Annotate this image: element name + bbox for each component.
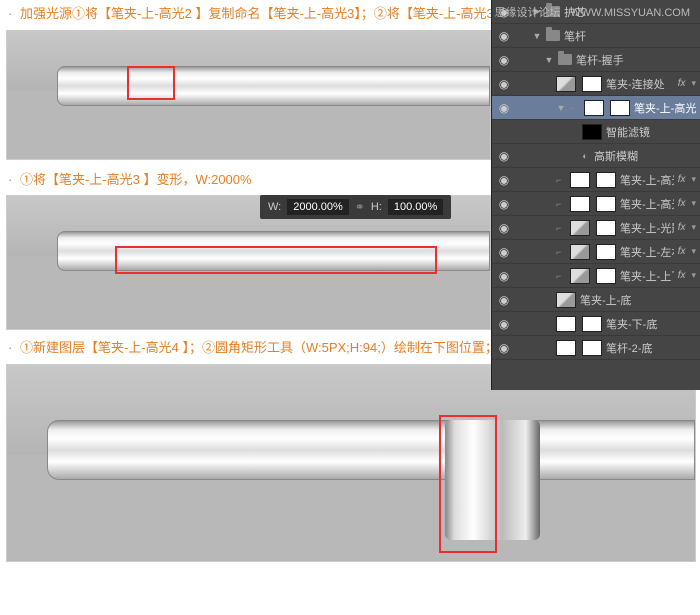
fx-icon[interactable]: fx (678, 174, 686, 185)
mask-thumb[interactable] (596, 196, 616, 212)
layer-thumb[interactable] (556, 316, 576, 332)
layer-row[interactable]: ◉ ▼ 笔杆-握手 (492, 48, 700, 72)
fx-icon[interactable]: fx (678, 198, 686, 209)
link-icon[interactable]: ⚭ (355, 200, 365, 214)
layer-row[interactable]: ◉ ▼ 笔杆 (492, 24, 700, 48)
smartfilter-mask[interactable] (582, 124, 602, 140)
mask-thumb[interactable] (596, 268, 616, 284)
layer-thumb[interactable] (570, 196, 590, 212)
layer-name[interactable]: 笔夹-上-左右渐变 (620, 244, 674, 260)
redbox-1 (127, 66, 175, 100)
layers-panel: ◉▶护芯◉▼笔杆◉▼笔杆-握手◉笔夹-连接处fx▾◉▼⌐笔夹-上-高光3智能滤镜… (491, 0, 700, 390)
redbox-2 (115, 246, 437, 274)
visibility-icon[interactable]: ◉ (496, 149, 512, 163)
fx-icon[interactable]: fx (678, 78, 686, 89)
layer-row[interactable]: ◉⌐笔夹-上-上下渐变fx▾ (492, 264, 700, 288)
preview-1 (6, 30, 491, 160)
layer-row[interactable]: ◉ 笔杆-2-底 (492, 336, 700, 360)
layer-name[interactable]: 笔杆 (564, 28, 696, 44)
clip-icon: ⌐ (556, 175, 566, 185)
visibility-icon[interactable]: ◉ (496, 293, 512, 307)
layer-name[interactable]: 笔夹-上-高光2 (620, 172, 674, 188)
watermark: 思缘设计论坛 · WWW.MISSYUAN.COM (494, 4, 690, 20)
layer-row[interactable]: ◉ 笔夹-上-底 (492, 288, 700, 312)
folder-icon (558, 54, 572, 65)
layer-row[interactable]: ◉ ◐ 高斯模糊 (492, 144, 700, 168)
layer-name[interactable]: 笔夹-上-底 (580, 292, 696, 308)
clip-icon: ⌐ (556, 199, 566, 209)
layer-thumb[interactable] (584, 100, 604, 116)
visibility-icon[interactable]: ◉ (496, 53, 512, 67)
fx-icon[interactable]: fx (678, 222, 686, 233)
visibility-icon[interactable]: ◉ (496, 173, 512, 187)
h-label: H: (371, 201, 382, 213)
layer-thumb[interactable] (556, 76, 576, 92)
visibility-icon[interactable]: ◉ (496, 29, 512, 43)
layer-name[interactable]: 笔夹-上-高光3 (634, 100, 696, 116)
visibility-icon[interactable]: ◉ (496, 221, 512, 235)
visibility-icon[interactable]: ◉ (496, 77, 512, 91)
mask-thumb[interactable] (596, 220, 616, 236)
layer-thumb[interactable] (556, 340, 576, 356)
layer-name[interactable]: 笔夹-上-高光1 (620, 196, 674, 212)
visibility-icon[interactable]: ◉ (496, 245, 512, 259)
layer-row[interactable]: ◉ 笔夹-下-底 (492, 312, 700, 336)
folder-icon (546, 30, 560, 41)
layer-row[interactable]: 智能滤镜 (492, 120, 700, 144)
layer-thumb[interactable] (570, 244, 590, 260)
fx-icon[interactable]: fx (678, 246, 686, 257)
w-label: W: (268, 201, 281, 213)
expand-arrow[interactable]: ▼ (544, 55, 554, 65)
layer-row[interactable]: ◉⌐笔夹-上-左右渐变fx▾ (492, 240, 700, 264)
visibility-icon[interactable]: ◉ (496, 341, 512, 355)
layer-row[interactable]: ◉⌐笔夹-上-高光2fx▾ (492, 168, 700, 192)
layer-thumb[interactable] (570, 172, 590, 188)
clip-icon: ⌐ (570, 103, 580, 113)
mask-thumb[interactable] (582, 316, 602, 332)
layer-name[interactable]: 笔夹-下-底 (606, 316, 696, 332)
layer-name[interactable]: 笔夹-上-上下渐变 (620, 268, 674, 284)
layer-name[interactable]: 笔夹-连接处 (606, 76, 674, 92)
transform-bar: W: 2000.00% ⚭ H: 100.00% (260, 195, 451, 219)
clip-icon: ⌐ (556, 247, 566, 257)
mask-thumb[interactable] (582, 340, 602, 356)
layer-row[interactable]: ◉⌐笔夹-上-光影渐变fx▾ (492, 216, 700, 240)
layer-row[interactable]: ◉⌐笔夹-上-高光1fx▾ (492, 192, 700, 216)
redbox-3 (439, 415, 497, 553)
visibility-icon[interactable]: ◉ (496, 101, 512, 115)
expand-arrow[interactable]: ▼ (532, 31, 542, 41)
mask-thumb[interactable] (582, 76, 602, 92)
layer-thumb[interactable] (570, 220, 590, 236)
clip-icon: ⌐ (556, 223, 566, 233)
preview-3 (6, 364, 696, 562)
mask-thumb[interactable] (596, 244, 616, 260)
visibility-icon[interactable]: ◉ (496, 317, 512, 331)
visibility-icon[interactable]: ◉ (496, 197, 512, 211)
layer-row[interactable]: ◉▼⌐笔夹-上-高光3 (492, 96, 700, 120)
filter-icon: ◐ (580, 151, 590, 161)
visibility-icon[interactable]: ◉ (496, 269, 512, 283)
layer-name[interactable]: 智能滤镜 (606, 124, 696, 140)
layer-name[interactable]: 笔夹-上-光影渐变 (620, 220, 674, 236)
layer-name[interactable]: 笔杆-握手 (576, 52, 696, 68)
fx-icon[interactable]: fx (678, 270, 686, 281)
layer-thumb[interactable] (570, 268, 590, 284)
w-value[interactable]: 2000.00% (287, 199, 349, 215)
layer-name[interactable]: 笔杆-2-底 (606, 340, 696, 356)
clip-icon: ⌐ (556, 271, 566, 281)
h-value[interactable]: 100.00% (388, 199, 443, 215)
layer-name[interactable]: 高斯模糊 (594, 148, 696, 164)
layer-thumb[interactable] (556, 292, 576, 308)
mask-thumb[interactable] (596, 172, 616, 188)
mask-thumb[interactable] (610, 100, 630, 116)
layer-row[interactable]: ◉笔夹-连接处fx▾ (492, 72, 700, 96)
